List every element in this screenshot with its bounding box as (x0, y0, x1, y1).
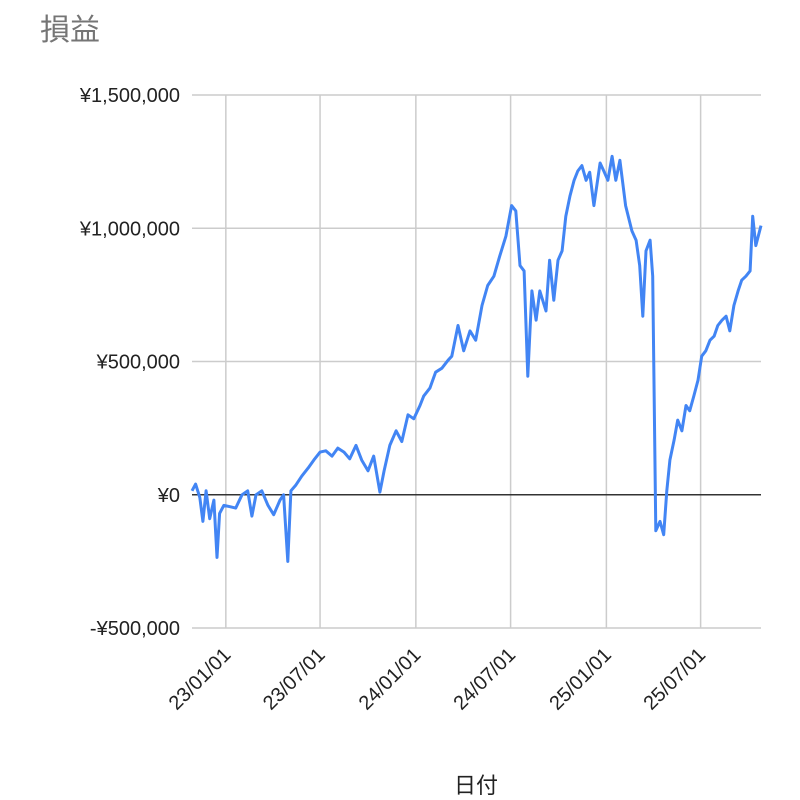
y-tick-label: ¥1,000,000 (79, 218, 180, 240)
x-tick-label: 23/01/01 (165, 644, 236, 715)
x-tick-label: 24/01/01 (355, 644, 426, 715)
x-tick-label: 24/07/01 (450, 644, 521, 715)
x-tick-label: 25/01/01 (545, 644, 616, 715)
chart-title: 損益 (40, 14, 100, 47)
y-tick-label: ¥1,500,000 (79, 85, 180, 107)
line-series (190, 154, 763, 563)
y-tick-label: ¥0 (157, 485, 180, 507)
y-tick-label: -¥500,000 (90, 618, 180, 640)
x-tick-label: 23/07/01 (259, 644, 330, 715)
x-axis-title: 日付 (454, 773, 498, 798)
y-tick-label: ¥500,000 (96, 352, 180, 374)
x-tick-label: 25/07/01 (640, 644, 711, 715)
